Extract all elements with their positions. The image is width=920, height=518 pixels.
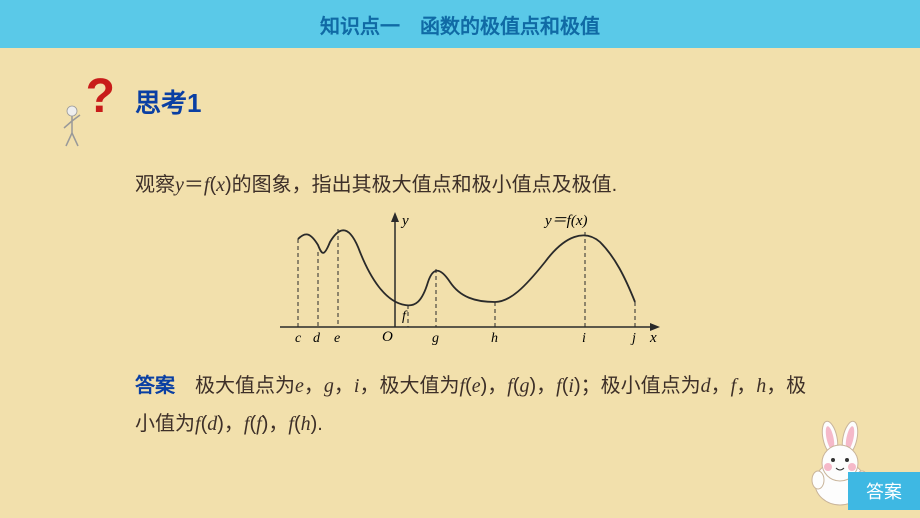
header-title: 知识点一 函数的极值点和极值 [320,10,600,39]
svg-text:e: e [334,331,340,346]
answer-text: 极大值点为e，g，i，极大值为f(e)，f(g)，f(i)；极小值点为d，f，h… [135,375,806,435]
thinking-title: 思考1 [135,83,201,120]
svg-text:c: c [295,331,302,346]
svg-text:i: i [582,331,586,346]
question-icon: ? [60,78,120,148]
thinking-row: ? 思考1 [60,78,860,148]
svg-text:d: d [313,331,321,346]
svg-text:y: y [400,213,409,229]
answer-block: 答案极大值点为e，g，i，极大值为f(e)，f(g)，f(i)；极小值点为d，f… [135,367,820,443]
header-bar: 知识点一 函数的极值点和极值 [0,0,920,48]
svg-text:O: O [382,329,393,345]
answer-tab-label: 答案 [866,482,902,502]
stick-figure-icon [60,103,90,148]
question-text: 观察y＝f(x)的图象，指出其极大值点和极小值点及极值. [135,168,860,197]
svg-text:y＝f(x): y＝f(x) [543,213,587,229]
svg-text:x: x [649,330,657,346]
function-graph: y x O y＝f(x) c d e f g h i j [250,207,670,352]
graph-container: y x O y＝f(x) c d e f g h i j [60,207,860,357]
content-area: ? 思考1 观察y＝f(x)的图象，指出其极大值点和极小值点及极值. y x O [0,48,920,518]
svg-text:f: f [402,309,408,324]
svg-text:j: j [630,331,636,346]
svg-text:g: g [432,331,439,346]
svg-text:h: h [491,331,498,346]
answer-tab-button[interactable]: 答案 [848,472,920,510]
answer-label: 答案 [135,375,175,397]
question-mark-icon: ? [86,73,115,121]
